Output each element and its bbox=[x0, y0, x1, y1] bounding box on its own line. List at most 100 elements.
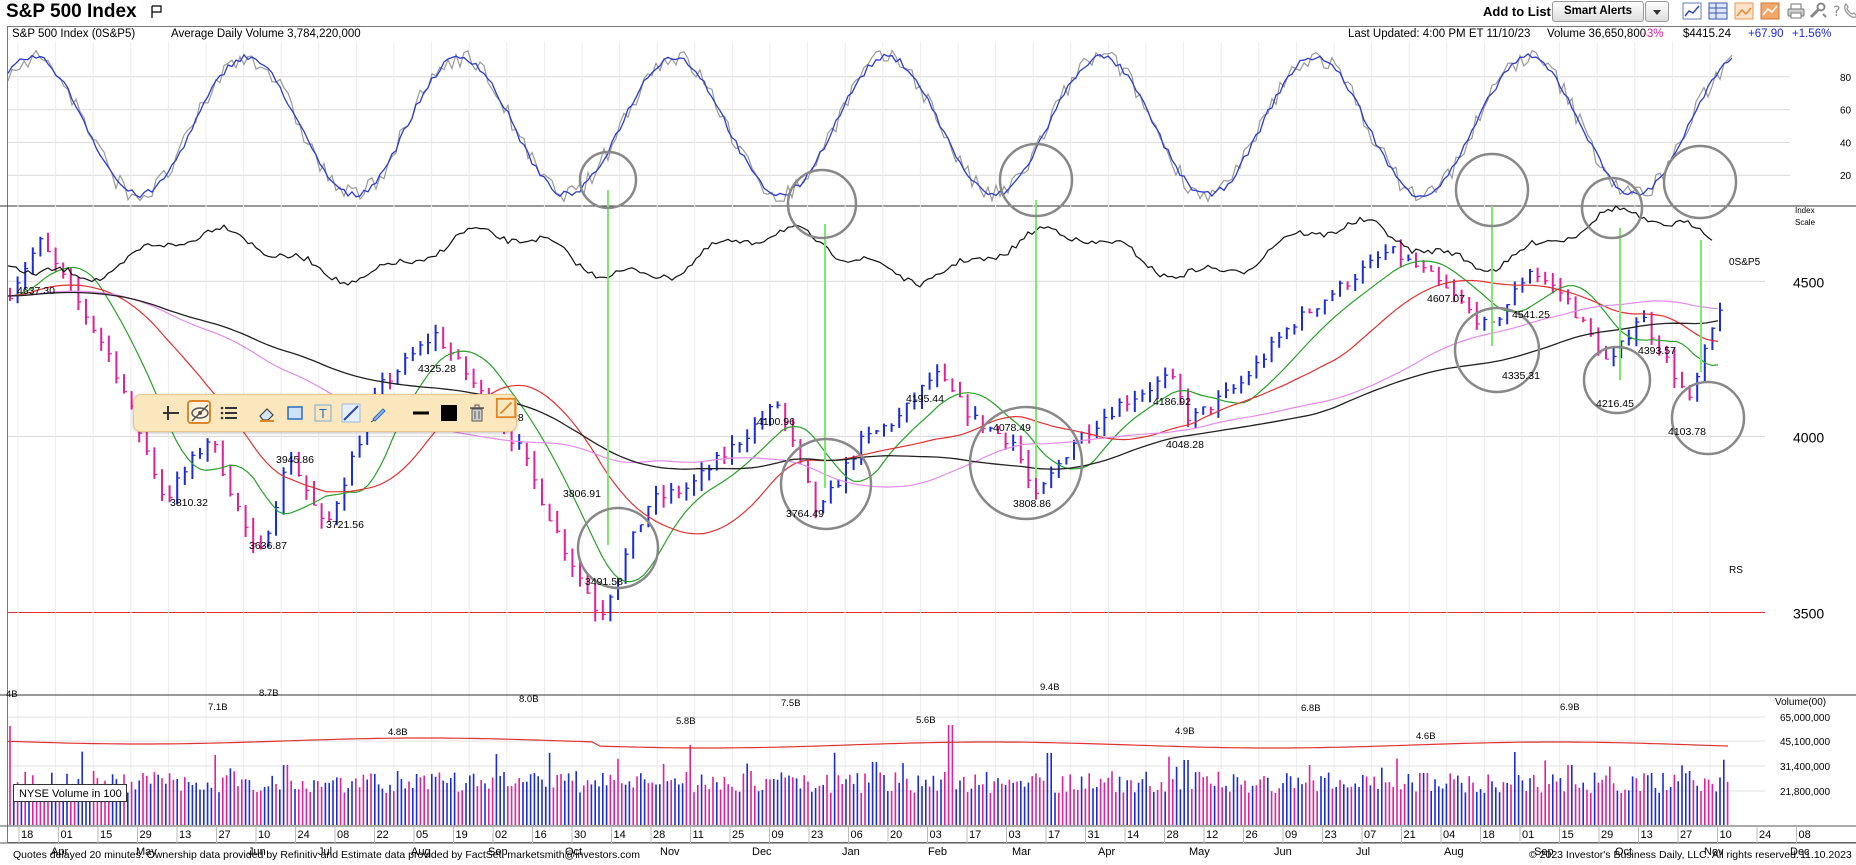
x-tick-label: 05 bbox=[416, 829, 428, 841]
line-style-icon[interactable] bbox=[410, 402, 432, 424]
hide-drawings-icon[interactable] bbox=[187, 400, 211, 424]
crosshair-tool-icon[interactable] bbox=[160, 402, 182, 424]
x-tick-label: 15 bbox=[1562, 829, 1574, 841]
price-label: 4078.49 bbox=[993, 422, 1031, 434]
x-month-label: Oct bbox=[565, 846, 582, 858]
x-tick-label: 13 bbox=[179, 829, 191, 841]
footer-copyright: © 2023 Investor's Business Daily, LLC. A… bbox=[1529, 849, 1799, 861]
volume-tick-label: 45,100,000 bbox=[1780, 737, 1830, 748]
volume-peak-label: 7.1B bbox=[208, 702, 228, 713]
line-chart-icon[interactable] bbox=[1682, 2, 1702, 20]
x-tick-label: 17 bbox=[1048, 829, 1060, 841]
volume-axis-title: Volume(00) bbox=[1775, 697, 1826, 708]
x-tick-label: 10 bbox=[258, 829, 270, 841]
text-tool-icon[interactable]: T bbox=[312, 402, 334, 424]
volume-change-label: -3% bbox=[1643, 28, 1664, 40]
x-month-label: May bbox=[1189, 846, 1210, 858]
x-month-label: Jan bbox=[842, 846, 860, 858]
stochastic-fast-line bbox=[7, 49, 1733, 204]
annotation-circle bbox=[1454, 152, 1530, 228]
price-tick-label: 4000 bbox=[1793, 429, 1824, 445]
x-tick-label: 03 bbox=[1009, 829, 1021, 841]
x-tick-label: 07 bbox=[1364, 829, 1376, 841]
avg-volume-label: Average Daily Volume 3,784,220,000 bbox=[171, 28, 361, 40]
x-tick-label: 12 bbox=[1206, 829, 1218, 841]
x-tick-label: 08 bbox=[337, 829, 349, 841]
x-month-label: Aug bbox=[411, 846, 431, 858]
chart-icon[interactable] bbox=[1760, 2, 1780, 20]
quote-info-bar: S&P 500 Index (0S&P5) Average Daily Volu… bbox=[0, 26, 1856, 42]
price-label: 4393.57 bbox=[1638, 345, 1676, 357]
x-month-label: Dec bbox=[752, 846, 772, 858]
annotation-circle bbox=[1453, 306, 1541, 394]
price-label: 4637.30 bbox=[17, 285, 55, 297]
volume-peak-label: 5.8B bbox=[676, 716, 696, 727]
price-label: 4335.31 bbox=[1502, 370, 1540, 382]
eraser-icon[interactable] bbox=[256, 402, 278, 424]
volume-peak-label: 4.9B bbox=[1175, 726, 1195, 737]
volume-peak-label: 7.5B bbox=[781, 698, 801, 709]
price-label: 3491.58 bbox=[585, 576, 623, 588]
volume-peak-label: 6.9B bbox=[1560, 702, 1580, 713]
toolbar-close-icon[interactable] bbox=[495, 397, 517, 419]
volume-peak-label: 9.4B bbox=[1040, 682, 1060, 693]
list-icon[interactable] bbox=[218, 402, 240, 424]
stoch-tick-label: 20 bbox=[1840, 171, 1852, 182]
image-icon[interactable] bbox=[1734, 2, 1754, 20]
ma-150-day-line bbox=[7, 290, 1719, 488]
print-icon[interactable] bbox=[1786, 2, 1806, 20]
tools-icon[interactable] bbox=[1808, 2, 1828, 20]
annotation-circle bbox=[1582, 345, 1652, 415]
volume-peak-label: 4B bbox=[6, 689, 18, 700]
volume-peak-label: 4.8B bbox=[388, 727, 408, 738]
stoch-tick-label: 80 bbox=[1840, 73, 1852, 84]
help-icon[interactable]: ? bbox=[1827, 2, 1841, 20]
x-tick-label: 31 bbox=[1088, 829, 1100, 841]
price-label: 4607.07 bbox=[1427, 293, 1465, 305]
symbol-label: S&P 500 Index (0S&P5) bbox=[12, 28, 136, 40]
volume-tick-label: 21,800,000 bbox=[1780, 787, 1830, 798]
phone-icon[interactable] bbox=[1840, 2, 1856, 20]
drawing-toolbar[interactable]: T bbox=[133, 394, 517, 432]
change-label: +67.90 bbox=[1748, 28, 1784, 40]
rs-label: RS bbox=[1729, 565, 1743, 576]
x-month-label: Apr bbox=[1098, 846, 1115, 858]
trash-icon[interactable] bbox=[466, 402, 488, 424]
page-title: S&P 500 Index bbox=[6, 1, 137, 22]
flag-icon[interactable] bbox=[151, 5, 163, 19]
annotation-circle bbox=[998, 142, 1074, 218]
x-month-label: Mar bbox=[1012, 846, 1031, 858]
trendline-tool-icon[interactable] bbox=[340, 402, 362, 424]
x-tick-label: 08 bbox=[1799, 829, 1811, 841]
price-label: 3808.86 bbox=[1013, 498, 1051, 510]
price-label: 4541.25 bbox=[1512, 309, 1550, 321]
x-month-label: Nov bbox=[660, 846, 680, 858]
x-tick-label: 21 bbox=[1404, 829, 1416, 841]
volume-peak-label: 5.6B bbox=[916, 715, 936, 726]
x-tick-label: 27 bbox=[1680, 829, 1692, 841]
x-month-label: Feb bbox=[928, 846, 947, 858]
table-icon[interactable] bbox=[1708, 2, 1728, 20]
annotation-circle bbox=[578, 150, 638, 210]
x-tick-label: 03 bbox=[930, 829, 942, 841]
annotation-circle bbox=[779, 437, 873, 531]
color-picker-icon[interactable] bbox=[438, 402, 460, 424]
x-tick-label: 17 bbox=[969, 829, 981, 841]
x-tick-label: 28 bbox=[1167, 829, 1179, 841]
x-tick-label: 02 bbox=[495, 829, 507, 841]
chevron-down-icon[interactable] bbox=[1645, 1, 1669, 22]
rectangle-tool-icon[interactable] bbox=[284, 402, 306, 424]
annotation-circle bbox=[968, 405, 1084, 521]
price-label: 4100.96 bbox=[757, 416, 795, 428]
smart-alerts-button[interactable]: Smart Alerts bbox=[1552, 1, 1644, 22]
x-tick-label: 23 bbox=[811, 829, 823, 841]
x-month-label: Jun bbox=[248, 846, 266, 858]
pen-tool-icon[interactable] bbox=[368, 402, 390, 424]
svg-text:T: T bbox=[319, 406, 327, 421]
price-label: 28 bbox=[512, 412, 524, 424]
price-label: 3810.32 bbox=[170, 497, 208, 509]
price-label: 3721.56 bbox=[326, 519, 364, 531]
x-tick-label: 26 bbox=[1246, 829, 1258, 841]
x-tick-label: 04 bbox=[1443, 829, 1455, 841]
